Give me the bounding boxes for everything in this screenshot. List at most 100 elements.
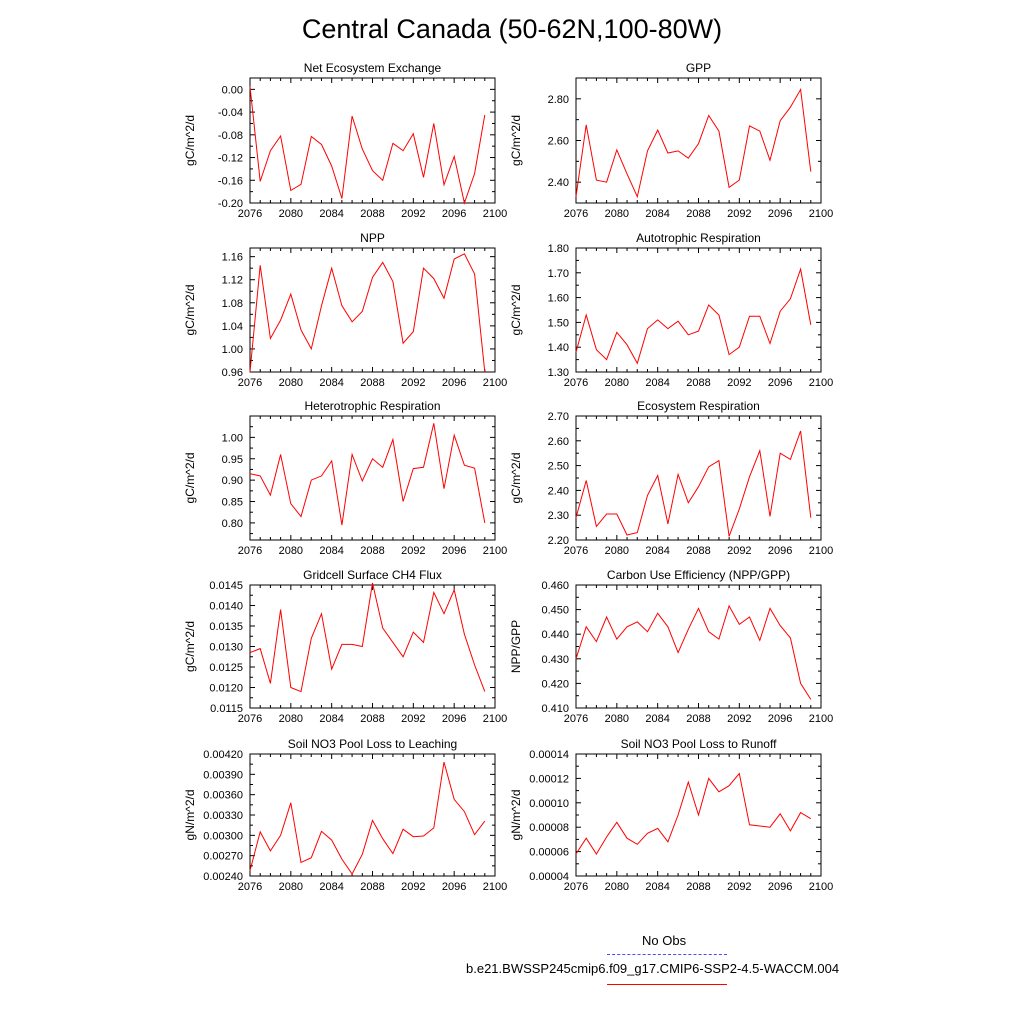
panel-6-ylabel: gC/m^2/d [509, 453, 523, 504]
panel-8-xtick-label: 2084 [645, 713, 669, 725]
panel-1-ytick-label: -0.04 [218, 107, 243, 119]
panel-2-xtick-label: 2092 [727, 208, 751, 220]
panel-9-ytick-label: 0.00270 [203, 851, 243, 863]
panel-8-xtick-label: 2088 [686, 713, 710, 725]
panel-3-ytick-label: 1.12 [222, 275, 243, 287]
panel-6-ytick-label: 2.40 [548, 485, 569, 497]
panel-5-xtick-label: 2076 [238, 545, 262, 557]
panel-3-ytick-label: 1.16 [222, 252, 243, 264]
panel-5-ytick-label: 0.85 [222, 497, 243, 509]
panel-4-ytick-label: 1.40 [548, 342, 569, 354]
panel-7-ytick-label: 0.0145 [209, 580, 243, 592]
panel-6-xtick-label: 2088 [686, 545, 710, 557]
panel-5-ytick-label: 0.95 [222, 454, 243, 466]
panel-6-ytick-label: 2.20 [548, 535, 569, 547]
panel-5-xtick-label: 2080 [279, 545, 303, 557]
panel-9-xtick-label: 2084 [319, 881, 343, 893]
panel-4-series-line [575, 267, 812, 365]
panel-7-title: Gridcell Surface CH4 Flux [303, 568, 442, 582]
panel-1-title: Net Ecosystem Exchange [304, 61, 442, 75]
panel-6-ytick-label: 2.60 [548, 436, 569, 448]
panel-2-xtick-label: 2096 [768, 208, 792, 220]
panel-9-ytick-label: 0.00240 [203, 871, 243, 883]
panel-7-ylabel: gC/m^2/d [183, 621, 197, 672]
panel-10-title: Soil NO3 Pool Loss to Runoff [621, 737, 778, 751]
panel-7-ytick-label: 0.0120 [209, 683, 243, 695]
panel-6-xtick-label: 2092 [727, 545, 751, 557]
panel-9-ytick-label: 0.00330 [203, 810, 243, 822]
panel-10-xtick-label: 2084 [645, 881, 669, 893]
panel-8-xtick-label: 2100 [809, 713, 833, 725]
panel-4-xtick-label: 2076 [564, 377, 588, 389]
panel-4-xtick-label: 2088 [686, 377, 710, 389]
panel-2-xtick-label: 2088 [686, 208, 710, 220]
panel-2-xtick-label: 2076 [564, 208, 588, 220]
panel-10-xtick-label: 2100 [809, 881, 833, 893]
panel-5-ytick-label: 0.90 [222, 475, 243, 487]
panel-2-ylabel: gC/m^2/d [509, 115, 523, 166]
panel-10-ytick-label: 0.00006 [529, 847, 569, 859]
panel-9-xtick-label: 2092 [401, 881, 425, 893]
panel-3-xtick-label: 2084 [319, 377, 343, 389]
panel-4-ytick-label: 1.30 [548, 367, 569, 379]
panel-7-xtick-label: 2096 [442, 713, 466, 725]
panel-8-ytick-label: 0.450 [541, 605, 569, 617]
panel-4-xtick-label: 2080 [605, 377, 629, 389]
panel-8-ytick-label: 0.430 [541, 654, 569, 666]
panel-7-ytick-label: 0.0115 [210, 703, 243, 715]
panel-1-ytick-label: -0.08 [218, 130, 243, 142]
panel-9-ytick-label: 0.00300 [203, 830, 243, 842]
panel-9-series-line [249, 761, 486, 875]
panel-3-xtick-label: 2100 [483, 377, 507, 389]
panel-10-ytick-label: 0.00004 [529, 871, 569, 883]
panel-2-xtick-label: 2100 [809, 208, 833, 220]
panel-3-xtick-label: 2076 [238, 377, 262, 389]
panel-3-xtick-label: 2096 [442, 377, 466, 389]
page-title: Central Canada (50-62N,100-80W) [301, 14, 723, 44]
panel-1-ytick-label: -0.20 [218, 198, 243, 210]
panel-6-xtick-label: 2080 [605, 545, 629, 557]
panel-3-xtick-label: 2092 [401, 377, 425, 389]
panel-7-xtick-label: 2084 [319, 713, 343, 725]
panel-8-ytick-label: 0.460 [541, 580, 569, 592]
panel-8-xtick-label: 2076 [564, 713, 588, 725]
panel-2-xtick-label: 2080 [605, 208, 629, 220]
panel-10-xtick-label: 2076 [564, 881, 588, 893]
panel-5-series-line [249, 423, 486, 526]
panel-9-xtick-label: 2080 [279, 881, 303, 893]
panel-1-xtick-label: 2084 [319, 208, 343, 220]
panel-4-title: Autotrophic Respiration [636, 231, 761, 245]
panel-5-xtick-label: 2084 [319, 545, 343, 557]
panel-9-xtick-label: 2096 [442, 881, 466, 893]
panel-6-xtick-label: 2076 [564, 545, 588, 557]
panel-1-xtick-label: 2096 [442, 208, 466, 220]
panel-1-series-line [249, 86, 486, 205]
panel-8-title: Carbon Use Efficiency (NPP/GPP) [607, 568, 790, 582]
legend-case-line [607, 984, 727, 985]
panel-9-xtick-label: 2100 [483, 881, 507, 893]
panel-10-ytick-label: 0.00014 [529, 749, 569, 761]
panel-2-xtick-label: 2084 [645, 208, 669, 220]
panel-10-xtick-label: 2092 [727, 881, 751, 893]
panel-9-ytick-label: 0.00420 [203, 749, 243, 761]
panel-3-frame [249, 247, 496, 373]
panel-1-xtick-label: 2076 [238, 208, 262, 220]
panel-4-xtick-label: 2092 [727, 377, 751, 389]
panel-8-frame [575, 584, 822, 709]
panel-1-ylabel: gC/m^2/d [183, 115, 197, 166]
panel-5-ytick-label: 1.00 [222, 432, 243, 444]
panel-10-xtick-label: 2096 [768, 881, 792, 893]
panel-5-ylabel: gC/m^2/d [183, 453, 197, 504]
panel-5-xtick-label: 2100 [483, 545, 507, 557]
panel-1-ytick-label: -0.12 [218, 153, 243, 165]
panel-8-xtick-label: 2092 [727, 713, 751, 725]
panel-5-title: Heterotrophic Respiration [304, 399, 440, 413]
panel-9-xtick-label: 2076 [238, 881, 262, 893]
panel-1-ytick-label: 0.00 [222, 84, 243, 96]
panel-8-ytick-label: 0.410 [541, 703, 569, 715]
panel-1-frame [249, 77, 496, 204]
panel-6-title: Ecosystem Respiration [637, 399, 760, 413]
panel-1-xtick-label: 2100 [483, 208, 507, 220]
panel-7-series-line [249, 582, 486, 693]
panel-1-xtick-label: 2080 [279, 208, 303, 220]
